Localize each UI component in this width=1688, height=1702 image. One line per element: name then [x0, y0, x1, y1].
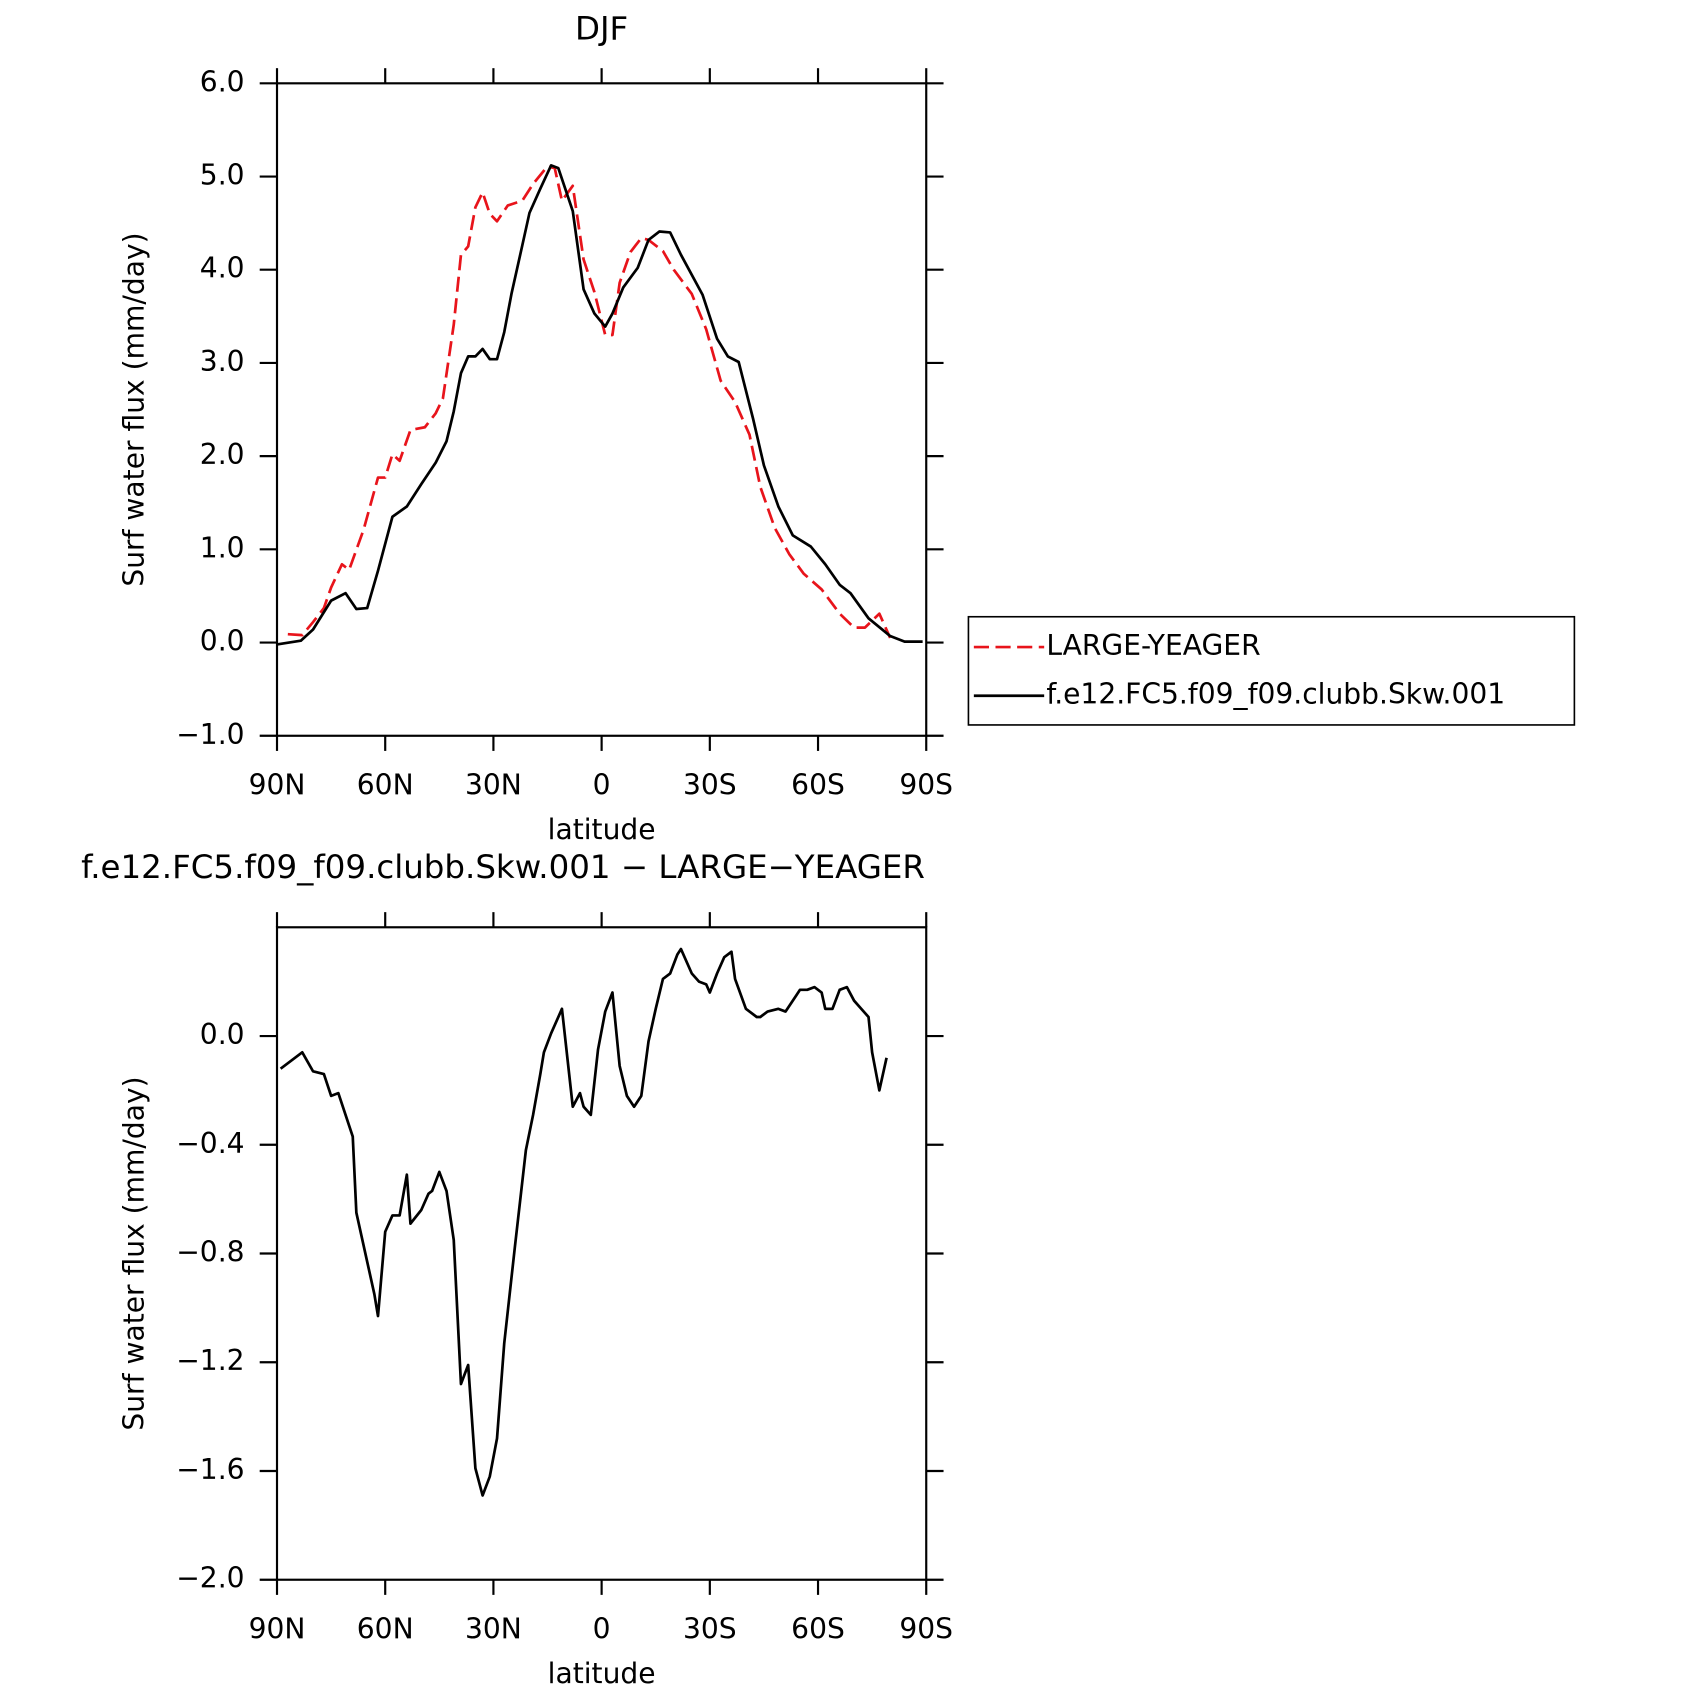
y-tick-label: −1.2 — [176, 1344, 244, 1377]
x-tick-label: 30N — [465, 1613, 522, 1646]
x-tick-label: 90S — [899, 769, 953, 802]
x-tick-label: 60S — [791, 1613, 845, 1646]
data-line — [279, 947, 888, 1497]
y-tick-label: −1.6 — [176, 1453, 244, 1486]
x-tick-label: 0 — [593, 769, 611, 802]
x-tick-label: 60N — [357, 1613, 414, 1646]
chart-title: DJF — [575, 9, 628, 47]
plot-frame — [275, 82, 928, 737]
y-tick-label: −2.0 — [176, 1562, 244, 1595]
chart-title: f.e12.FC5.f09_f09.clubb.Skw.001 − LARGE−… — [81, 848, 925, 886]
y-tick-label: 1.0 — [200, 531, 245, 564]
x-tick-label: 30N — [465, 769, 522, 802]
x-tick-label: 90N — [249, 769, 306, 802]
data-line — [276, 163, 923, 646]
y-tick-label: 4.0 — [200, 252, 245, 285]
x-tick-label: 90N — [249, 1613, 306, 1646]
y-tick-label: 3.0 — [200, 345, 245, 378]
x-axis-label: latitude — [548, 813, 656, 846]
y-tick-label: 0.0 — [200, 625, 245, 658]
x-tick-label: 30S — [683, 1613, 737, 1646]
y-tick-label: 0.0 — [200, 1018, 245, 1051]
y-tick-label: −0.8 — [176, 1236, 244, 1269]
y-tick-label: −0.4 — [176, 1127, 244, 1160]
y-axis-label: Surf water flux (mm/day) — [117, 1076, 150, 1430]
y-tick-label: 2.0 — [200, 438, 245, 471]
y-axis-label: Surf water flux (mm/day) — [117, 232, 150, 586]
legend-label: f.e12.FC5.f09_f09.clubb.Skw.001 — [1046, 678, 1505, 711]
x-tick-label: 30S — [683, 769, 737, 802]
x-tick-label: 0 — [593, 1613, 611, 1646]
x-tick-label: 60S — [791, 769, 845, 802]
x-axis-label: latitude — [548, 1657, 656, 1690]
x-tick-label: 90S — [899, 1613, 953, 1646]
y-tick-label: 5.0 — [200, 159, 245, 192]
x-tick-label: 60N — [357, 769, 414, 802]
legend-label: LARGE-YEAGER — [1046, 629, 1260, 662]
y-tick-label: −1.0 — [176, 718, 244, 751]
y-tick-label: 6.0 — [200, 65, 245, 98]
legend-box — [967, 615, 1576, 726]
